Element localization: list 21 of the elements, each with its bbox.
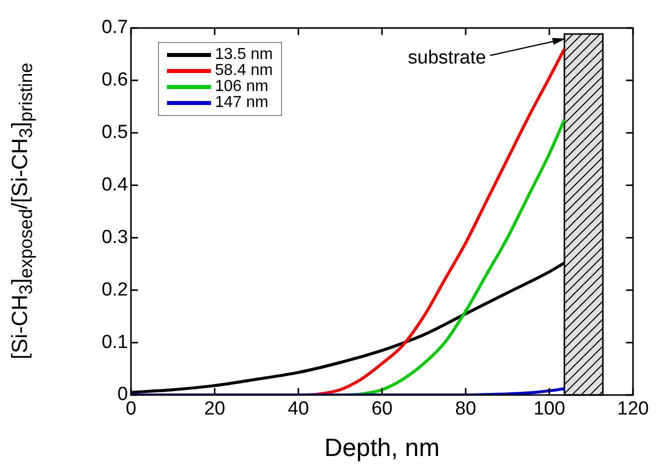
x-tick-label: 100 — [533, 398, 566, 420]
x-tick-label: 20 — [204, 398, 226, 420]
legend-label: 106 nm — [215, 78, 268, 96]
legend-label: 147 nm — [215, 94, 268, 112]
annotation: substrate — [408, 48, 486, 69]
line-series — [131, 387, 566, 395]
x-tick-label: 80 — [455, 398, 476, 420]
y-tick-label: 0 — [117, 384, 128, 406]
y-tick-label: 0.2 — [102, 279, 128, 300]
y-tick-label: 0.5 — [102, 122, 128, 144]
y-tick-label: 0.7 — [102, 17, 128, 38]
y-tick-label: 0.3 — [102, 226, 128, 248]
x-axis-title: Depth, nm — [324, 434, 440, 462]
y-tick-label: 0.4 — [102, 174, 128, 196]
legend-label: 58.4 nm — [215, 62, 273, 80]
y-tick-label: 0.6 — [102, 70, 128, 91]
legend-label: 13.5 nm — [215, 46, 273, 64]
x-tick-label: 60 — [371, 398, 393, 420]
x-tick-label: 40 — [288, 398, 309, 420]
x-tick-label: 120 — [617, 398, 649, 420]
y-tick-label: 0.1 — [102, 332, 128, 353]
